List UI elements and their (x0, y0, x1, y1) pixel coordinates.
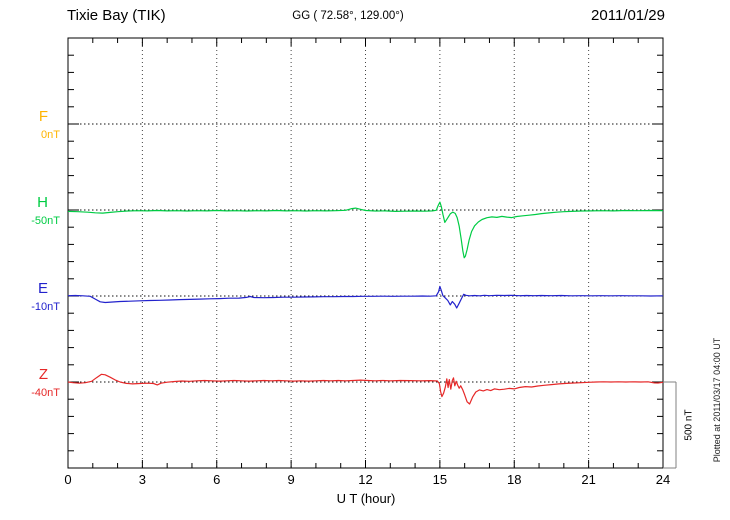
e-trace-label: E (37, 280, 48, 297)
scale-bar (663, 381, 677, 469)
x-axis-title: U T (hour) (336, 491, 396, 506)
f-baseline-value: 0nT (41, 129, 60, 141)
vertical-gridlines (141, 38, 590, 468)
x-tick-label: 12 (358, 472, 373, 487)
hour-ticks (92, 38, 639, 468)
h-trace-label: H (37, 194, 48, 211)
scale-bar-label: 500 nT (683, 409, 695, 441)
z-baseline-value: -40nT (31, 387, 60, 399)
h-baseline-value: -50nT (31, 215, 60, 227)
x-tick-label: 15 (432, 472, 448, 487)
x-tick-label: 0 (64, 472, 72, 487)
z-trace-label: Z (38, 366, 48, 383)
e-baseline-value: -10nT (31, 301, 60, 313)
plot-date: 2011/01/29 (591, 7, 665, 24)
x-tick-label: 3 (138, 472, 146, 487)
trace-E (67, 285, 664, 309)
plot-frame (67, 37, 664, 469)
x-tick-label: 21 (581, 472, 596, 487)
nt-ticks (68, 54, 663, 452)
x-tick-label: 6 (213, 472, 221, 487)
plotted-timestamp-note: Plotted at 2011/03/17 04:00 UT (712, 337, 722, 463)
trace-Z (67, 373, 664, 405)
trace-H (67, 201, 664, 259)
station-coordinates: GG ( 72.58°, 129.00°) (292, 10, 404, 22)
x-tick-label: 18 (507, 472, 522, 487)
x-tick-label: 9 (287, 472, 295, 487)
x-tick-label: 24 (655, 472, 671, 487)
f-trace-label: F (38, 108, 48, 125)
station-title: Tixie Bay (TIK) (67, 7, 166, 24)
